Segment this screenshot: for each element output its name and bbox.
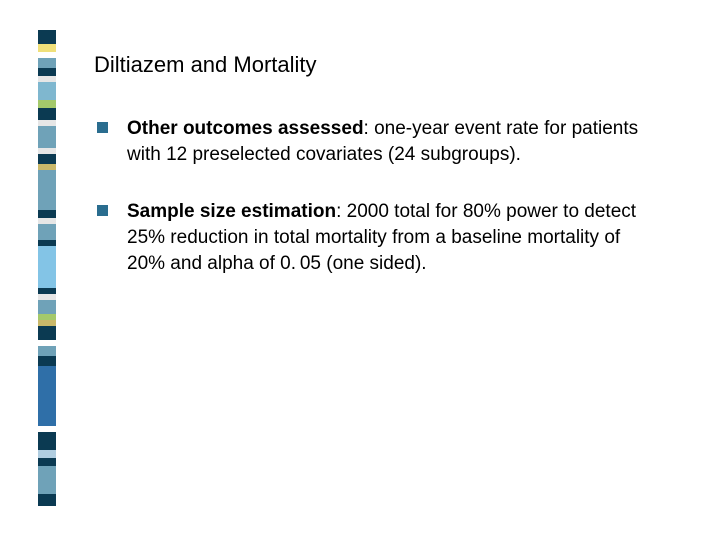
stripe <box>38 246 56 288</box>
stripe <box>38 346 56 356</box>
slide: { "title": "Diltiazem and Mortality", "b… <box>0 0 720 540</box>
stripe <box>38 494 56 506</box>
stripe <box>38 154 56 164</box>
stripe <box>38 68 56 76</box>
bullet-item: Sample size estimation: 2000 total for 8… <box>97 199 657 276</box>
slide-title: Diltiazem and Mortality <box>94 52 317 78</box>
stripe <box>38 458 56 466</box>
stripe <box>38 432 56 450</box>
stripe <box>38 326 56 340</box>
bullet-list: Other outcomes assessed: one-year event … <box>97 116 657 308</box>
stripe <box>38 44 56 52</box>
stripe <box>38 30 56 44</box>
bullet-label: Sample size estimation <box>127 201 336 222</box>
stripe <box>38 170 56 210</box>
decorative-stripe-column <box>38 30 56 510</box>
stripe <box>38 466 56 494</box>
stripe <box>38 224 56 240</box>
stripe <box>38 356 56 366</box>
bullet-item: Other outcomes assessed: one-year event … <box>97 116 657 167</box>
stripe <box>38 366 56 426</box>
bullet-square-icon <box>97 122 108 133</box>
stripe <box>38 126 56 148</box>
bullet-label: Other outcomes assessed <box>127 118 364 139</box>
stripe <box>38 300 56 314</box>
stripe <box>38 210 56 218</box>
stripe <box>38 100 56 108</box>
stripe <box>38 82 56 100</box>
bullet-square-icon <box>97 205 108 216</box>
stripe <box>38 108 56 120</box>
stripe <box>38 450 56 458</box>
stripe <box>38 58 56 68</box>
